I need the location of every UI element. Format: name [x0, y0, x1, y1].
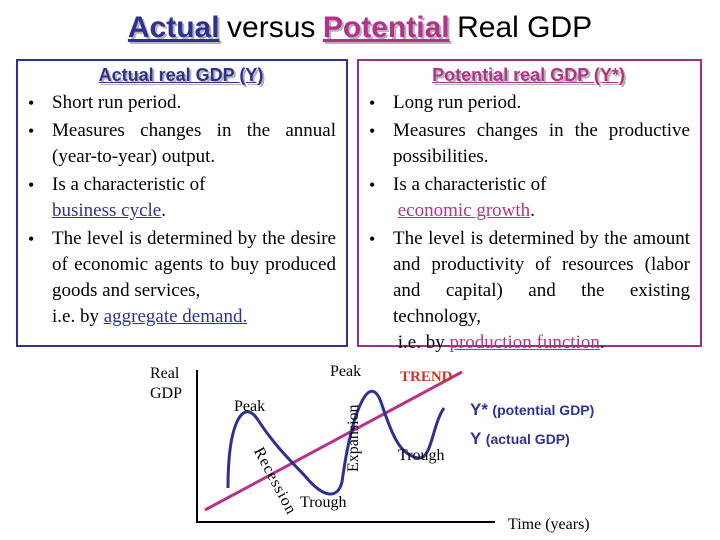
economic-growth-link[interactable]: economic growth — [397, 200, 531, 221]
bullet-icon: • — [369, 229, 376, 249]
bullet-text: The level is determined by the desire of… — [52, 228, 336, 301]
potential-gdp-box: Potential real GDP (Y*) • Long run period… — [357, 59, 702, 353]
bullet-text: Measures changes in the productive possi… — [393, 120, 690, 167]
bullet-text: Long run period. — [393, 92, 522, 113]
bullet-text: Is a characteristic of — [52, 174, 206, 195]
business-cycle-link[interactable]: business cycle — [52, 200, 162, 221]
title-actual: Actual — [127, 11, 220, 44]
actual-gdp-legend: Y (actual GDP) — [470, 429, 570, 450]
bullet-icon: • — [28, 93, 35, 113]
expansion-label: Expansion — [345, 404, 362, 472]
bullet-suffix: . — [530, 200, 535, 221]
actual-description: (actual GDP) — [485, 431, 570, 447]
actual-symbol: Y — [470, 429, 482, 448]
actual-gdp-list: • Short run period. • Measures changes in … — [26, 90, 336, 330]
bullet-suffix: . — [599, 332, 605, 353]
trough-bottom-label: Trough — [300, 494, 347, 511]
actual-gdp-curve — [226, 389, 446, 496]
bullet-text: The level is determined by the amount an… — [393, 228, 690, 327]
actual-gdp-heading: Actual real GDP (Y) — [98, 65, 264, 85]
peak-top-label: Peak — [330, 363, 362, 380]
bullet-prefix: i.e. by — [397, 332, 445, 353]
bullet-icon: • — [369, 121, 376, 141]
title-potential: Potential — [322, 11, 450, 44]
bullet-icon: • — [28, 121, 35, 141]
bullet-icon: • — [369, 93, 376, 113]
trend-label: TREND — [400, 369, 453, 385]
bullet-text: Short run period. — [52, 92, 182, 113]
title-versus: versus — [227, 11, 316, 44]
slide-title: Actual versus Potential Real GDP — [0, 10, 720, 46]
diagram-canvas — [196, 370, 495, 523]
list-item: • Is a characteristic of economic growth. — [367, 172, 690, 224]
x-axis-label: Time (years) — [508, 516, 590, 533]
potential-gdp-list: • Long run period. • Measures changes in t… — [367, 90, 690, 356]
business-cycle-diagram: Real GDP Time (years) Peak Peak Trough T… — [0, 350, 720, 540]
list-item: • The level is determined by the desire o… — [26, 226, 336, 330]
list-item: • Is a characteristic of business cycle. — [26, 172, 336, 224]
potential-gdp-heading: Potential real GDP (Y*) — [432, 65, 625, 85]
bullet-icon: • — [28, 229, 35, 249]
bullet-icon: • — [28, 175, 35, 195]
list-item: • The level is determined by the amount a… — [367, 226, 690, 356]
title-end: Real GDP — [457, 11, 593, 44]
y-axis-label-line1: Real — [150, 365, 180, 382]
peak-left-label: Peak — [234, 398, 266, 415]
list-item: • Short run period. — [26, 90, 336, 116]
aggregate-demand-link[interactable]: aggregate demand. — [103, 306, 248, 327]
trough-right-label: Trough — [398, 447, 445, 464]
potential-symbol: Y* — [470, 400, 488, 419]
potential-description: (potential GDP) — [492, 402, 595, 418]
list-item: • Measures changes in the annual (year-to… — [26, 118, 336, 170]
bullet-text: Measures changes in the annual (year-to-… — [52, 120, 336, 167]
trend-line — [204, 370, 463, 512]
list-item: • Measures changes in the productive poss… — [367, 118, 690, 170]
potential-gdp-legend: Y* (potential GDP) — [470, 400, 594, 421]
actual-gdp-box: Actual real GDP (Y) • Short run period. •… — [16, 59, 348, 347]
bullet-icon: • — [369, 175, 376, 195]
y-axis-label-line2: GDP — [150, 385, 183, 402]
list-item: • Long run period. — [367, 90, 690, 116]
bullet-text: Is a characteristic of — [393, 174, 547, 195]
bullet-suffix: . — [161, 200, 166, 221]
bullet-prefix: i.e. by — [52, 306, 99, 327]
production-function-link[interactable]: production function — [449, 332, 600, 353]
